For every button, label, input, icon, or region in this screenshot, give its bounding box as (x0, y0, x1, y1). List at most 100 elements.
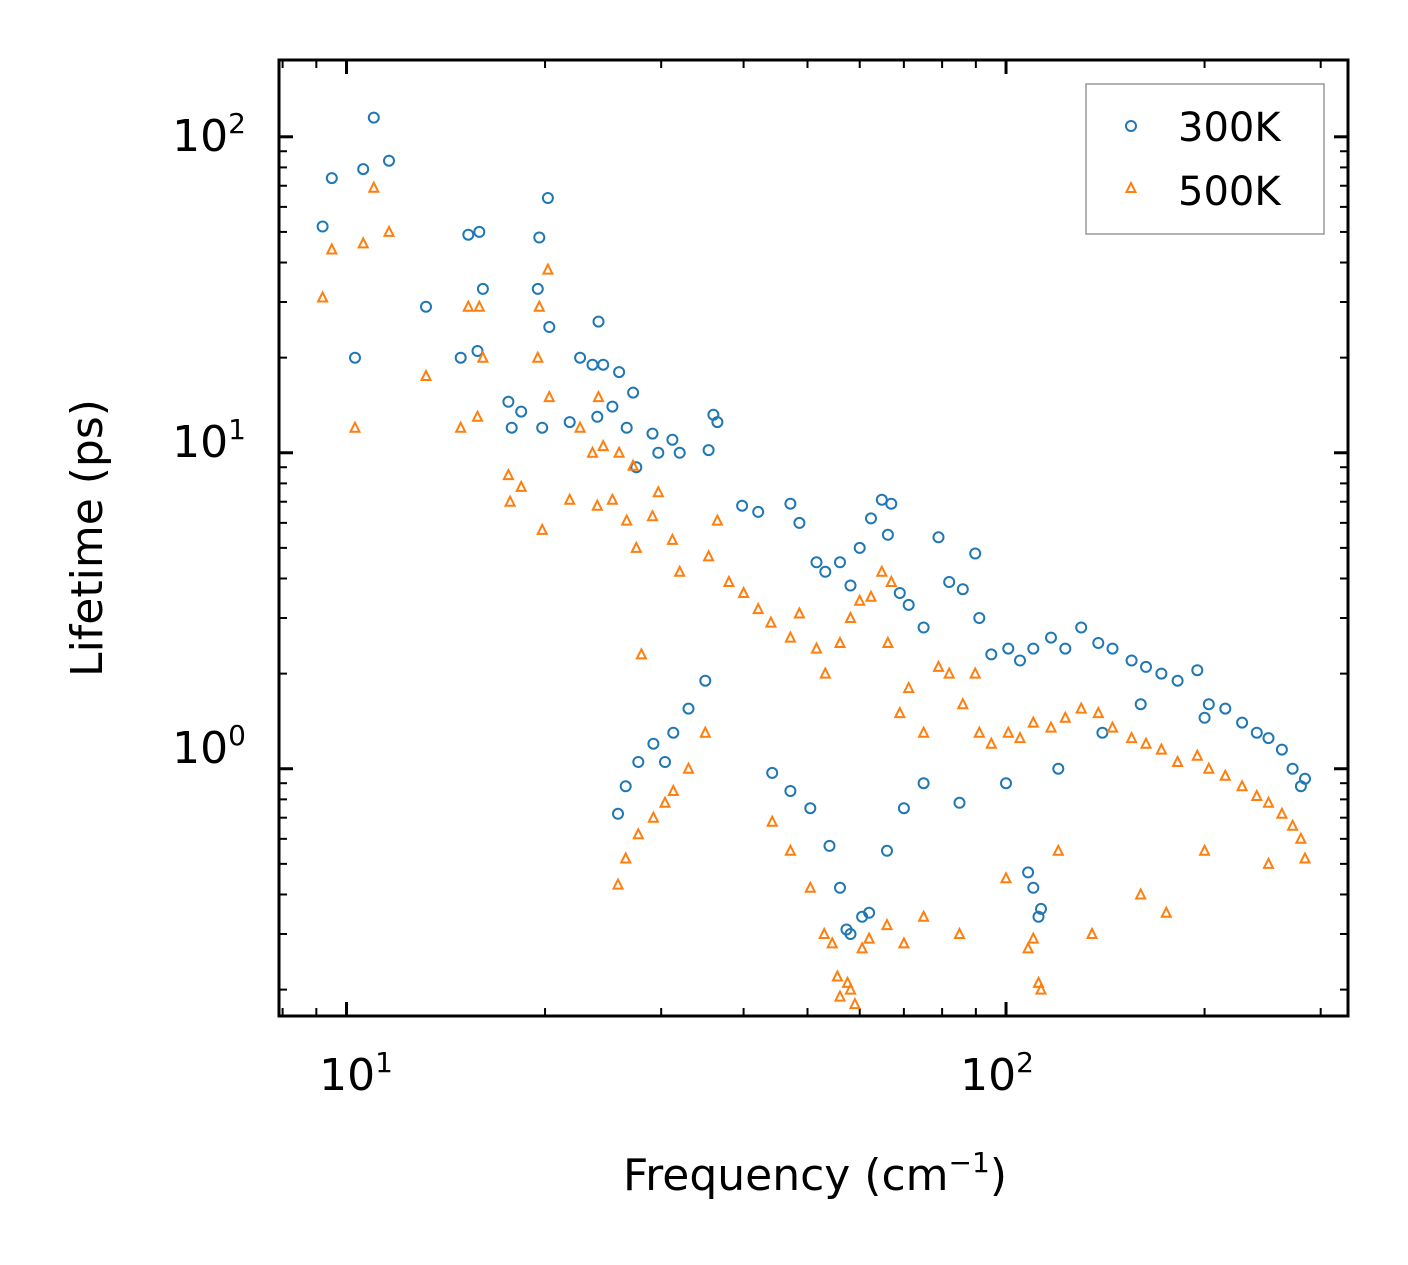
y-tick-label-10-1: 101 (172, 413, 246, 468)
point-300k (1045, 631, 1057, 644)
point-500k (784, 843, 797, 856)
point-500k (1155, 742, 1168, 755)
point-500k (844, 982, 857, 995)
point-300k (943, 576, 956, 588)
point-500k (543, 389, 556, 403)
point-500k (737, 585, 750, 598)
point-300k (619, 780, 632, 793)
point-500k (1002, 725, 1015, 738)
point-300k (620, 421, 633, 434)
point-300k (1052, 762, 1065, 775)
point-500k (503, 494, 517, 507)
x-tick-label-10-1: 101 (319, 1046, 393, 1101)
point-300k (844, 579, 857, 592)
point-500k (316, 290, 329, 303)
point-500k (833, 635, 847, 648)
point-500k (881, 635, 895, 648)
point-500k (932, 659, 945, 672)
point-500k (1059, 710, 1072, 723)
point-500k (1160, 905, 1173, 918)
x-axis-label: Frequency (cm−1) (623, 1146, 1007, 1201)
point-500k (855, 941, 869, 954)
point-300k (917, 777, 930, 790)
point-300k (1014, 654, 1026, 667)
point-300k (471, 345, 484, 357)
point-300k (973, 612, 986, 624)
point-500k (875, 564, 888, 577)
point-500k (630, 540, 643, 553)
point-300k (1096, 726, 1109, 739)
point-500k (1262, 856, 1275, 869)
y-axis-label: Lifetime (ps) (62, 399, 113, 677)
point-500k (1013, 730, 1027, 744)
point-500k (1021, 941, 1035, 954)
point-500k (1298, 851, 1312, 864)
point-300k (1106, 642, 1119, 655)
legend-marker-500k (1124, 180, 1138, 193)
point-500k (619, 851, 632, 864)
point-500k (325, 242, 338, 255)
point-500k (1191, 748, 1204, 761)
series-500k (316, 180, 1312, 1010)
point-300k (1198, 711, 1211, 724)
point-500k (999, 871, 1013, 884)
point-300k (541, 192, 554, 204)
point-500k (635, 647, 648, 660)
point-500k (454, 420, 467, 433)
point-300k (1125, 654, 1138, 667)
point-500k (1202, 761, 1215, 774)
point-300k (473, 225, 486, 238)
point-300k (502, 395, 515, 408)
point-500k (357, 236, 370, 249)
point-300k (667, 726, 680, 739)
y-tick-label-10-0: 100 (172, 719, 246, 774)
point-500k (862, 931, 876, 944)
point-500k (658, 795, 672, 808)
point-500k (573, 420, 587, 433)
point-500k (1027, 931, 1040, 944)
point-500k (766, 814, 779, 827)
point-500k (764, 615, 778, 628)
point-300k (863, 906, 876, 919)
point-500k (848, 996, 862, 1010)
point-500k (1171, 754, 1184, 767)
point-500k (502, 467, 515, 481)
point-300k (793, 516, 806, 529)
point-500k (533, 299, 546, 312)
point-500k (841, 975, 854, 988)
point-500k (611, 877, 625, 890)
point-300k (316, 220, 329, 233)
point-300k (752, 505, 765, 518)
point-500k (752, 601, 765, 615)
point-300k (632, 756, 645, 768)
point-500k (586, 445, 599, 458)
point-300k (810, 556, 823, 569)
point-300k (1191, 664, 1204, 677)
point-300k (420, 300, 432, 313)
point-500k (864, 589, 878, 602)
point-500k (673, 564, 686, 577)
point-500k (844, 610, 857, 623)
point-500k (722, 574, 736, 587)
point-500k (563, 492, 576, 505)
point-300k (592, 315, 605, 328)
point-300k (533, 231, 546, 244)
point-300k (1286, 762, 1299, 775)
point-500k (597, 438, 610, 452)
point-300k (844, 928, 857, 940)
point-500k (626, 458, 640, 471)
point-300k (932, 531, 945, 544)
point-500k (667, 783, 680, 796)
point-300k (885, 497, 898, 510)
point-500k (476, 350, 490, 363)
point-300k (515, 405, 528, 418)
point-300k (853, 541, 866, 554)
point-300k (893, 587, 906, 599)
point-500k (784, 630, 797, 643)
point-300k (630, 461, 643, 474)
point-300k (819, 565, 832, 578)
point-300k (476, 282, 489, 295)
y-tick-label-10-2: 102 (172, 107, 246, 162)
point-500k (419, 368, 433, 381)
